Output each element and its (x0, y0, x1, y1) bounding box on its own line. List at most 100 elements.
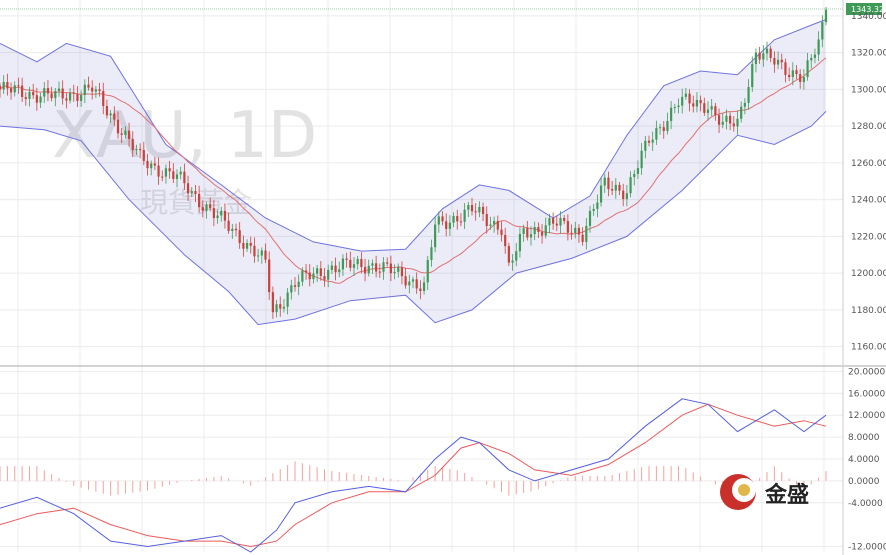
candle-body (611, 189, 614, 191)
candle-body (754, 52, 758, 65)
candle-body (367, 265, 370, 274)
candle-body (563, 218, 566, 221)
candle-body (179, 171, 182, 175)
candle-body (529, 234, 533, 238)
candle-body (721, 121, 724, 125)
candle-body (209, 204, 212, 209)
candle-body (382, 262, 385, 272)
candle-body (375, 263, 378, 272)
candle-body (91, 87, 94, 92)
candle-body (257, 255, 260, 257)
candle-body (618, 184, 621, 191)
price-tick-label: 1220.00 (851, 232, 886, 242)
candle-body (758, 52, 761, 60)
candle-body (186, 183, 190, 194)
candle-body (0, 85, 2, 90)
candle-body (286, 292, 289, 307)
candle-body (102, 91, 105, 107)
candle-body (706, 109, 710, 113)
candle-body (699, 99, 702, 104)
candle-body (725, 115, 728, 122)
candle-body (485, 214, 488, 226)
candle-body (732, 123, 735, 127)
candle-body (61, 88, 64, 99)
candle-body (533, 227, 536, 235)
candle-body (681, 96, 684, 106)
candle-body (109, 113, 112, 116)
candle-body (824, 9, 828, 23)
candle-body (655, 128, 658, 140)
candle-body (599, 185, 603, 203)
candle-body (223, 210, 227, 221)
candle-body (231, 228, 234, 232)
macd-tick-label: -12.0000 (848, 543, 886, 553)
bollinger-lower-band (0, 111, 827, 326)
candle-body (622, 190, 625, 200)
candle-body (316, 268, 319, 274)
candle-body (6, 82, 9, 89)
candle-body (57, 88, 61, 92)
candle-body (87, 84, 90, 88)
candle-body (614, 184, 617, 191)
candle-body (736, 118, 739, 127)
bollinger-bands (0, 19, 827, 326)
candle-body (308, 272, 311, 280)
candle-body (290, 285, 293, 293)
candle-body (644, 140, 647, 151)
candle-body (94, 89, 97, 92)
candle-body (817, 39, 820, 55)
candle-body (50, 93, 53, 99)
candle-body (813, 54, 817, 58)
candle-body (345, 258, 348, 260)
candle-body (588, 210, 592, 226)
last-price-badge (846, 3, 882, 15)
candle-body (242, 243, 245, 249)
candle-body (135, 149, 138, 151)
candle-body (596, 202, 599, 209)
candle-body (153, 163, 156, 166)
candle-body (629, 177, 632, 194)
macd-tick-label: 12.0000 (848, 411, 885, 421)
price-tick-label: 1340.00 (851, 12, 886, 22)
candle-body (338, 269, 341, 273)
candle-body (17, 85, 20, 87)
candle-body (581, 234, 584, 242)
candle-body (279, 304, 282, 309)
candle-body (175, 174, 179, 179)
candle-body (574, 227, 577, 234)
candle-body (489, 224, 492, 226)
price-tick-label: 1300.00 (851, 85, 886, 95)
candle-body (216, 215, 219, 219)
macd-tick-label: -4.0000 (848, 499, 883, 509)
candle-body (124, 130, 127, 135)
price-tick-label: 1160.00 (851, 343, 886, 353)
candle-body (762, 53, 765, 60)
candle-body (474, 211, 477, 213)
candle-body (717, 115, 721, 125)
candle-body (105, 106, 109, 116)
candle-body (142, 150, 145, 161)
candle-body (304, 270, 308, 273)
candle-body (773, 57, 776, 65)
candle-body (684, 93, 687, 97)
candle-body (636, 168, 640, 174)
candle-body (9, 88, 13, 93)
candle-body (28, 91, 31, 99)
candle-body (658, 127, 662, 129)
last-price-label: 1343.32 (851, 5, 884, 14)
candle-body (76, 93, 79, 101)
brand-name: 金盛 (764, 482, 809, 508)
bollinger-upper-band (0, 19, 827, 252)
candle-body (695, 99, 699, 107)
candle-body (810, 57, 813, 61)
candle-body (205, 204, 208, 211)
candle-body (603, 177, 606, 186)
candle-body (127, 130, 131, 139)
candle-body (319, 268, 322, 277)
candle-body (544, 225, 547, 236)
candle-body (161, 176, 164, 178)
candle-body (526, 228, 529, 238)
candle-body (791, 70, 794, 78)
candle-body (168, 168, 171, 172)
candle-body (570, 232, 573, 234)
